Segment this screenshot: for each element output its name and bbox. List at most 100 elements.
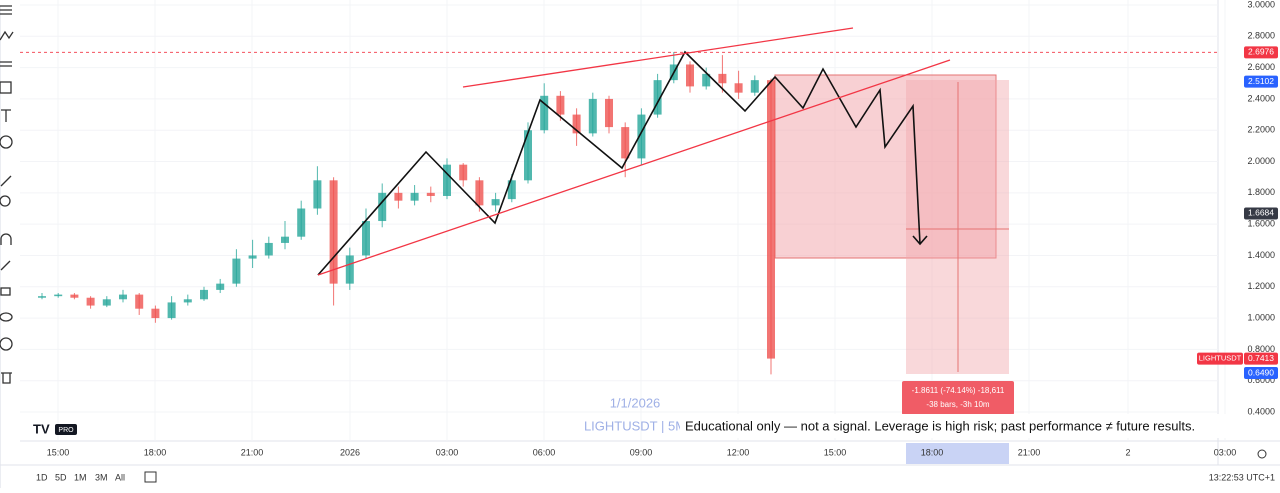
candle-body: [637, 114, 646, 159]
price-tick-label: 1.2000: [1247, 281, 1275, 291]
candle-body: [345, 255, 354, 284]
candle-body: [313, 180, 322, 209]
candle-body: [86, 297, 95, 306]
time-tick-label: 18:00: [144, 447, 167, 457]
short-position-zone: [774, 74, 997, 259]
candle-body: [426, 192, 435, 196]
wedge-lower-line: [317, 59, 951, 276]
tool-icon[interactable]: [0, 312, 13, 322]
tool-icon[interactable]: [1, 109, 11, 122]
candle-body: [653, 80, 662, 115]
price-badge: 1.6684: [1248, 208, 1274, 218]
candle-body: [281, 236, 289, 243]
price-tick-label: 0.8000: [1247, 344, 1275, 354]
price-tick-label: 2.4000: [1247, 93, 1275, 103]
candle-body: [362, 221, 370, 256]
price-tick-label: 0.6000: [1247, 375, 1275, 385]
candle-body: [702, 73, 711, 87]
tool-icon[interactable]: [0, 287, 11, 296]
tool-icon[interactable]: [0, 260, 11, 271]
candle-body: [200, 289, 208, 300]
candles: [38, 51, 775, 375]
tool-icon[interactable]: [0, 61, 12, 67]
candle-body: [378, 192, 387, 222]
tool-icon[interactable]: [0, 233, 12, 245]
disclaimer-banner: Educational only — not a signal. Leverag…: [685, 418, 1195, 433]
logo: TV: [33, 421, 50, 436]
candle-body: [167, 302, 176, 319]
axes: 3.0000 2.8000 2.6000 2.4000 2.2000 2.0000 1.80…: [47, 0, 1275, 457]
date-range-icon[interactable]: [144, 471, 157, 483]
price-tick-label: 0.4000: [1247, 406, 1275, 416]
candle-body: [459, 164, 468, 181]
clock: 13:22:53 UTC+1: [1209, 472, 1275, 482]
time-tick-label: 21:00: [241, 447, 264, 457]
symbol-badge: LIGHTUSDT: [1199, 354, 1242, 363]
price-tick-label: 1.8000: [1247, 187, 1275, 197]
candle-body: [718, 73, 727, 84]
candle-body: [734, 83, 743, 93]
tool-icon[interactable]: [0, 81, 12, 94]
price-badge-box: [1244, 207, 1278, 220]
range-button[interactable]: 1D: [36, 472, 48, 482]
candle-body: [605, 98, 613, 128]
candle-body: [491, 199, 500, 206]
range-button[interactable]: All: [115, 472, 125, 482]
time-tick-label: 06:00: [533, 447, 556, 457]
candle-body: [767, 80, 775, 359]
tool-icon[interactable]: [0, 195, 11, 207]
candle-body: [750, 80, 759, 93]
range-button[interactable]: 5D: [55, 472, 67, 482]
candle-body: [329, 180, 338, 284]
candle-body: [264, 242, 273, 256]
tool-icon[interactable]: [0, 30, 14, 41]
tool-icon[interactable]: [0, 5, 12, 15]
time-tick-label: 21:00: [1018, 447, 1041, 457]
watermark-date: 1/1/2026: [610, 395, 661, 410]
candle-body: [507, 180, 516, 200]
candle-body: [151, 308, 160, 319]
price-badge-box: [1244, 367, 1278, 380]
measure-label: -1.8611 (-74.14%) -18,611: [912, 386, 1005, 395]
settings-icon[interactable]: [1257, 449, 1267, 459]
zigzag-drawing: [317, 50, 921, 276]
candle-body: [119, 294, 127, 300]
time-tick-label: 2026: [340, 447, 360, 457]
time-tick-label: 09:00: [630, 447, 653, 457]
time-tick-label: 18:00: [921, 447, 944, 457]
price-tick-label: 2.6000: [1247, 62, 1275, 72]
time-tick-label: 03:00: [1214, 447, 1237, 457]
range-button[interactable]: 3M: [95, 472, 108, 482]
time-tick-label: 15:00: [47, 447, 70, 457]
price-badge: 0.7413: [1248, 353, 1274, 363]
candle-body: [135, 294, 144, 309]
price-badge: 0.6490: [1248, 367, 1274, 377]
tool-icon[interactable]: [0, 175, 12, 187]
tool-icon[interactable]: [0, 337, 13, 351]
candle-body: [102, 299, 111, 306]
price-tick-label: 1.0000: [1247, 312, 1275, 322]
range-button[interactable]: 1M: [74, 472, 87, 482]
price-tick-label: 3.0000: [1247, 0, 1275, 9]
price-tick-label: 2.8000: [1247, 31, 1275, 41]
measure-label: -38 bars, -3h 10m: [926, 400, 989, 409]
banner-box: [680, 414, 1238, 438]
tool-icon[interactable]: [0, 135, 13, 149]
candle-body: [621, 127, 630, 159]
bottom-bar: 1D 5D 1M 3M All: [36, 472, 125, 482]
price-badge: 2.6976: [1248, 47, 1274, 57]
candle-body: [556, 95, 565, 115]
time-tick-label: 03:00: [436, 447, 459, 457]
watermark-symbol: LIGHTUSDT | 5M: [584, 418, 686, 433]
price-tick-label: 1.4000: [1247, 250, 1275, 260]
logo-badge-box: [55, 424, 77, 435]
candle-body: [183, 299, 192, 303]
candle-body: [394, 192, 403, 201]
price-tick-label: 1.6000: [1247, 219, 1275, 229]
price-badge-box: [1244, 75, 1278, 88]
candle-body: [572, 114, 581, 134]
candle-body: [38, 296, 46, 298]
tool-icon[interactable]: [1, 372, 12, 384]
price-tick-label: 2.0000: [1247, 156, 1275, 166]
